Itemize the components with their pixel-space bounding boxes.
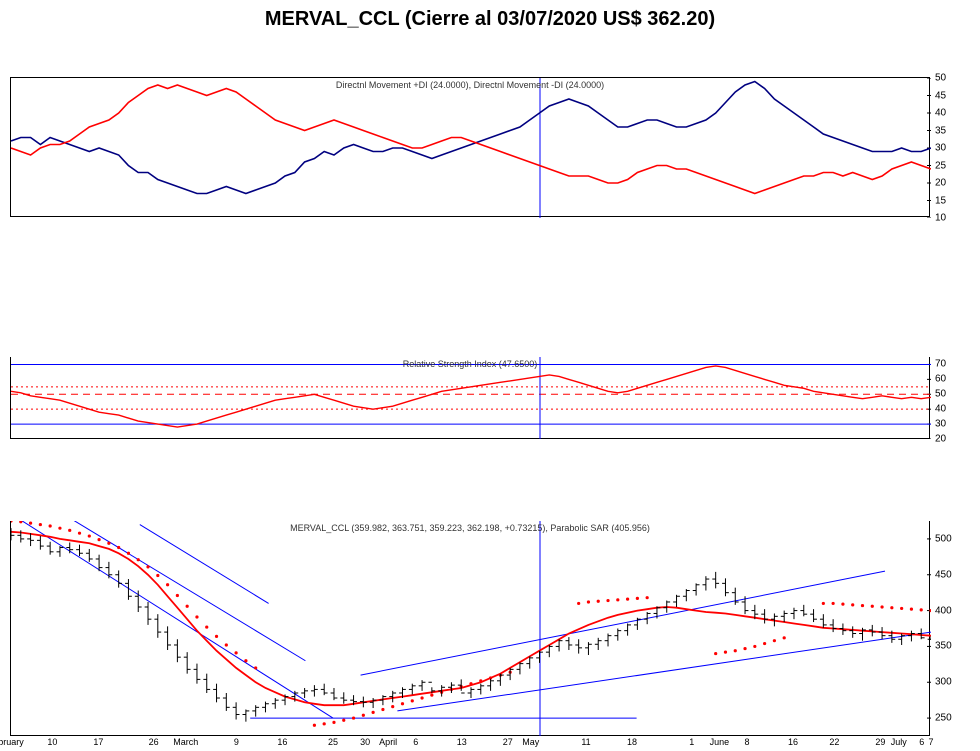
y-tick: 25 xyxy=(935,160,946,171)
y-tick: 350 xyxy=(935,641,952,652)
chart-root: Directnl Movement +DI (24.0000), Directn… xyxy=(0,35,980,472)
x-tick: 27 xyxy=(503,737,513,747)
x-tick: 7 xyxy=(928,737,933,747)
y-tick: 40 xyxy=(935,404,946,415)
x-tick: 8 xyxy=(744,737,749,747)
y-axis: 203040506070 xyxy=(931,357,967,438)
y-tick: 15 xyxy=(935,195,946,206)
y-tick: 50 xyxy=(935,389,946,400)
panel-dmi-svg xyxy=(11,78,931,218)
x-tick: 18 xyxy=(627,737,637,747)
y-axis: 250 300 350 400 450 500 xyxy=(931,521,967,735)
x-tick: 6 xyxy=(413,737,418,747)
y-tick: 500 xyxy=(935,533,952,544)
x-tick: April xyxy=(379,737,397,747)
chart-title: MERVAL_CCL (Cierre al 03/07/2020 US$ 362… xyxy=(0,0,980,35)
panel-price-label: MERVAL_CCL (359.982, 363.751, 359.223, 3… xyxy=(290,523,650,533)
y-tick: 45 xyxy=(935,90,946,101)
y-axis: 101520253035404550 xyxy=(931,78,967,216)
y-tick: 250 xyxy=(935,713,952,724)
x-tick: 22 xyxy=(829,737,839,747)
y-tick: 30 xyxy=(935,419,946,430)
x-tick: 6 xyxy=(919,737,924,747)
x-tick: 30 xyxy=(360,737,370,747)
x-tick: June xyxy=(710,737,730,747)
y-tick: 60 xyxy=(935,374,946,385)
panel-rsi-label: Relative Strength Index (47.6500) xyxy=(403,359,538,369)
panel-price: MERVAL_CCL (359.982, 363.751, 359.223, 3… xyxy=(10,521,930,736)
panel-price-svg xyxy=(11,521,931,736)
panel-rsi-svg xyxy=(11,357,931,439)
y-tick: 40 xyxy=(935,108,946,119)
x-tick: 1 xyxy=(689,737,694,747)
y-tick: 400 xyxy=(935,605,952,616)
y-tick: 35 xyxy=(935,125,946,136)
x-tick: 9 xyxy=(234,737,239,747)
x-tick: bruary xyxy=(0,737,24,747)
y-tick: 70 xyxy=(935,359,946,370)
panel-dmi-label: Directnl Movement +DI (24.0000), Directn… xyxy=(336,80,604,90)
x-tick: 25 xyxy=(328,737,338,747)
y-tick: 50 xyxy=(935,73,946,84)
x-tick: May xyxy=(522,737,539,747)
x-tick: 16 xyxy=(277,737,287,747)
x-tick: 13 xyxy=(457,737,467,747)
y-tick: 20 xyxy=(935,434,946,445)
panel-dmi: Directnl Movement +DI (24.0000), Directn… xyxy=(10,77,930,217)
x-tick: 29 xyxy=(875,737,885,747)
x-tick: 10 xyxy=(47,737,57,747)
y-tick: 30 xyxy=(935,143,946,154)
x-tick: March xyxy=(173,737,198,747)
x-tick: 17 xyxy=(93,737,103,747)
x-axis: bruary101726March9162530April61327May111… xyxy=(11,737,929,751)
y-tick: 10 xyxy=(935,213,946,224)
y-tick: 20 xyxy=(935,178,946,189)
x-tick: July xyxy=(891,737,907,747)
x-tick: 11 xyxy=(581,737,590,747)
y-tick: 300 xyxy=(935,677,952,688)
y-tick: 450 xyxy=(935,569,952,580)
x-tick: 16 xyxy=(788,737,798,747)
x-tick: 26 xyxy=(149,737,159,747)
panel-rsi: Relative Strength Index (47.6500)2030405… xyxy=(10,357,930,439)
